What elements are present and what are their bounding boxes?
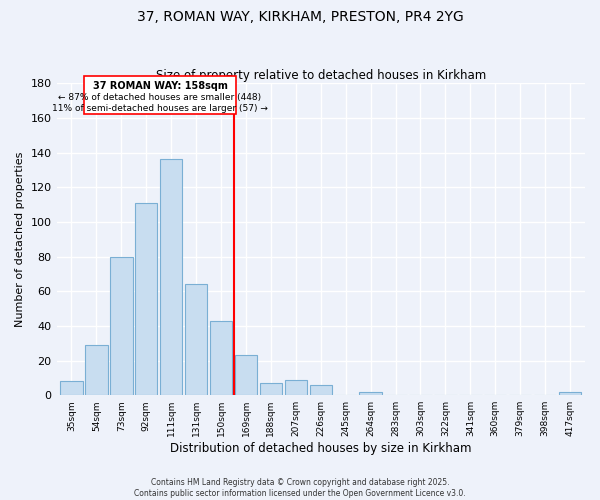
Text: 37, ROMAN WAY, KIRKHAM, PRESTON, PR4 2YG: 37, ROMAN WAY, KIRKHAM, PRESTON, PR4 2YG xyxy=(137,10,463,24)
Bar xyxy=(210,320,232,395)
Text: 37 ROMAN WAY: 158sqm: 37 ROMAN WAY: 158sqm xyxy=(92,82,227,92)
Text: ← 87% of detached houses are smaller (448): ← 87% of detached houses are smaller (44… xyxy=(58,92,262,102)
Bar xyxy=(559,392,581,395)
Bar xyxy=(85,345,107,395)
Bar xyxy=(284,380,307,395)
Bar xyxy=(135,203,157,395)
Bar xyxy=(60,382,83,395)
Bar xyxy=(235,356,257,395)
Bar xyxy=(310,385,332,395)
Bar xyxy=(160,160,182,395)
X-axis label: Distribution of detached houses by size in Kirkham: Distribution of detached houses by size … xyxy=(170,442,472,455)
Bar xyxy=(260,383,282,395)
Text: 11% of semi-detached houses are larger (57) →: 11% of semi-detached houses are larger (… xyxy=(52,104,268,113)
Bar xyxy=(185,284,208,395)
FancyBboxPatch shape xyxy=(84,76,236,114)
Bar xyxy=(359,392,382,395)
Text: Contains HM Land Registry data © Crown copyright and database right 2025.
Contai: Contains HM Land Registry data © Crown c… xyxy=(134,478,466,498)
Bar xyxy=(110,256,133,395)
Title: Size of property relative to detached houses in Kirkham: Size of property relative to detached ho… xyxy=(155,69,486,82)
Y-axis label: Number of detached properties: Number of detached properties xyxy=(15,152,25,327)
